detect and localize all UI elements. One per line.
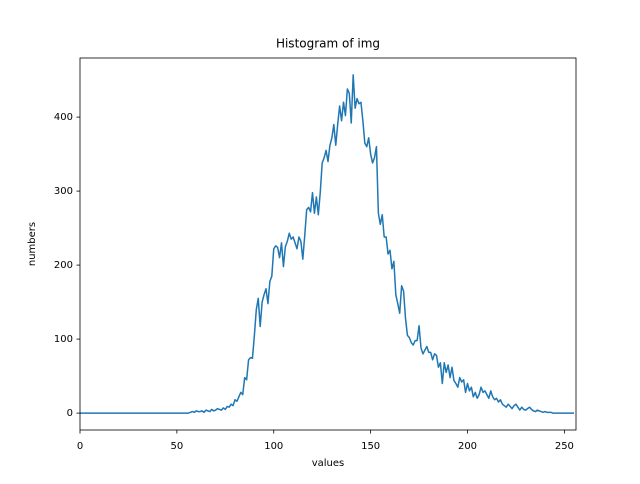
y-tick-label: 0: [67, 408, 73, 419]
x-tick-label: 200: [458, 441, 477, 452]
x-tick-label: 100: [264, 441, 283, 452]
y-tick-label: 200: [54, 260, 73, 271]
x-tick-label: 50: [171, 441, 184, 452]
x-tick-label: 0: [77, 441, 83, 452]
y-tick-label: 400: [54, 112, 73, 123]
y-axis-label: numbers: [27, 222, 38, 266]
plot-frame: [79, 57, 577, 431]
y-tick-label: 100: [54, 334, 73, 345]
data-line: [80, 74, 575, 414]
x-tick-label: 150: [361, 441, 380, 452]
chart-title: Histogram of img: [276, 37, 380, 51]
y-tick-label: 300: [54, 186, 73, 197]
x-axis-label: values: [312, 458, 345, 469]
x-tick-label: 250: [555, 441, 574, 452]
